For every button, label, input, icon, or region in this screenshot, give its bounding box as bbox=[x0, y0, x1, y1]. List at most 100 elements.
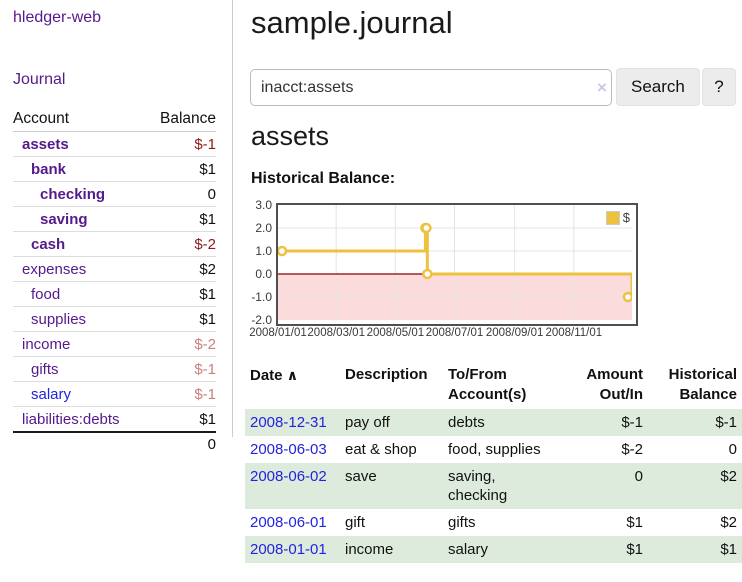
account-link-food[interactable]: food bbox=[31, 285, 61, 303]
account-link-liabilities-debts[interactable]: liabilities:debts bbox=[22, 410, 120, 428]
account-balance: $-1 bbox=[146, 356, 216, 382]
app-title-link[interactable]: hledger-web bbox=[13, 9, 102, 26]
account-link-income[interactable]: income bbox=[22, 335, 71, 353]
clear-search-icon[interactable]: × bbox=[597, 78, 607, 97]
account-balance: $-2 bbox=[146, 231, 216, 257]
transaction-row: 2008-06-03 eat & shop food, supplies $-2 0 bbox=[245, 436, 742, 463]
balance-column-header: Historical Balance bbox=[668, 366, 737, 403]
transaction-amount: $1 bbox=[626, 541, 643, 558]
y-axis-tick-label: -1.0 bbox=[251, 290, 272, 304]
account-row: salary $-1 bbox=[13, 381, 216, 407]
account-balance: $-2 bbox=[146, 331, 216, 357]
x-axis-tick-label: 2008/07/01 bbox=[425, 327, 484, 339]
y-axis-tick-label: 3.0 bbox=[255, 198, 272, 212]
account-link-assets[interactable]: assets bbox=[22, 135, 69, 153]
legend-swatch bbox=[605, 210, 620, 225]
page-title: sample.journal bbox=[251, 5, 453, 40]
account-link-cash[interactable]: cash bbox=[31, 235, 66, 253]
account-link-saving[interactable]: saving bbox=[40, 210, 88, 228]
register-table: Date ∧ Description To/From Account(s) Am… bbox=[245, 363, 742, 563]
register-header-row: Date ∧ Description To/From Account(s) Am… bbox=[245, 363, 742, 409]
account-link-gifts[interactable]: gifts bbox=[31, 360, 59, 378]
y-axis-tick-label: 0.0 bbox=[255, 267, 272, 281]
transaction-date-link[interactable]: 2008-12-31 bbox=[250, 414, 327, 431]
accounts-total-value: 0 bbox=[146, 431, 216, 456]
x-axis-tick-label: 2008/05/01 bbox=[366, 327, 425, 339]
chart-canvas bbox=[278, 205, 632, 320]
sidebar-divider bbox=[232, 0, 233, 437]
accounts-header: Account bbox=[13, 106, 147, 132]
account-balance: $1 bbox=[146, 206, 216, 232]
x-axis-tick-label: 2008/09/01 bbox=[485, 327, 544, 339]
search-button[interactable]: Search bbox=[616, 68, 700, 106]
transaction-amount: $-1 bbox=[621, 414, 643, 431]
account-row: income $-2 bbox=[13, 331, 216, 357]
account-row: cash $-2 bbox=[13, 231, 216, 257]
account-balance: $2 bbox=[146, 256, 216, 282]
transaction-date-link[interactable]: 2008-06-03 bbox=[250, 441, 327, 458]
transaction-description: pay off bbox=[345, 414, 390, 431]
account-link-checking[interactable]: checking bbox=[40, 185, 106, 203]
accounts-column-header: To/From Account(s) bbox=[448, 366, 527, 403]
transaction-balance: $2 bbox=[720, 514, 737, 531]
transaction-date-link[interactable]: 2008-06-02 bbox=[250, 468, 327, 485]
transaction-balance: $-1 bbox=[715, 414, 737, 431]
y-axis-tick-label: 2.0 bbox=[255, 221, 272, 235]
date-column-header[interactable]: Date ∧ bbox=[250, 367, 299, 384]
description-column-header: Description bbox=[345, 366, 428, 383]
account-link-bank[interactable]: bank bbox=[31, 160, 67, 178]
transaction-row: 2008-06-02 save saving, checking 0 $2 bbox=[245, 463, 742, 509]
account-link-salary[interactable]: salary bbox=[31, 385, 72, 403]
transaction-accounts: gifts bbox=[448, 514, 476, 531]
chart-label: Historical Balance: bbox=[251, 170, 396, 187]
transaction-amount: $-2 bbox=[621, 441, 643, 458]
x-axis-tick-label: 2008/11/01 bbox=[545, 327, 603, 339]
account-balance: $1 bbox=[146, 156, 216, 182]
account-balance: $1 bbox=[146, 406, 216, 433]
chart-legend: $ bbox=[604, 209, 632, 226]
account-row: assets $-1 bbox=[13, 131, 216, 157]
account-row: checking 0 bbox=[13, 181, 216, 207]
account-balance: $1 bbox=[146, 281, 216, 307]
account-row: gifts $-1 bbox=[13, 356, 216, 382]
transaction-accounts: salary bbox=[448, 541, 489, 558]
transaction-amount: $1 bbox=[626, 514, 643, 531]
total-spacer bbox=[13, 431, 147, 456]
account-link-expenses[interactable]: expenses bbox=[22, 260, 87, 278]
transaction-description: save bbox=[345, 468, 377, 485]
account-row: liabilities:debts $1 bbox=[13, 406, 216, 433]
transaction-accounts: debts bbox=[448, 414, 485, 431]
accounts-total-row: 0 bbox=[13, 431, 216, 456]
x-axis-tick-label: 2008/03/01 bbox=[307, 327, 365, 339]
transaction-balance: 0 bbox=[728, 441, 737, 458]
accounts-balance-table: Account Balance assets $-1 bank $1 checking 0… bbox=[13, 106, 216, 456]
historical-balance-chart: 3.0 2.0 1.0 0.0 -1.0 -2.0 $ 2008/01/01 2008/03… bbox=[249, 198, 742, 359]
current-account-heading: assets bbox=[251, 121, 330, 151]
transaction-row: 2008-06-01 gift gifts $1 $2 bbox=[245, 509, 742, 536]
x-axis-tick-label: 2008/01/01 bbox=[249, 327, 307, 339]
amount-column-header: Amount Out/In bbox=[586, 366, 643, 403]
sidebar-item-journal[interactable]: Journal bbox=[13, 71, 66, 88]
transaction-description: gift bbox=[345, 514, 366, 531]
account-balance: $-1 bbox=[146, 381, 216, 407]
sort-ascending-icon: ∧ bbox=[286, 367, 299, 383]
y-axis-tick-label: -2.0 bbox=[251, 313, 272, 327]
account-row: food $1 bbox=[13, 281, 216, 307]
transaction-balance: $1 bbox=[720, 541, 737, 558]
accounts-table-header-row: Account Balance bbox=[13, 106, 216, 132]
legend-label: $ bbox=[622, 210, 630, 225]
account-balance: $1 bbox=[146, 306, 216, 332]
account-row: saving $1 bbox=[13, 206, 216, 232]
transaction-date-link[interactable]: 2008-01-01 bbox=[250, 541, 327, 558]
account-row: supplies $1 bbox=[13, 306, 216, 332]
transaction-description: income bbox=[345, 541, 394, 558]
account-row: expenses $2 bbox=[13, 256, 216, 282]
transaction-description: eat & shop bbox=[345, 441, 417, 458]
search-input[interactable] bbox=[250, 69, 612, 106]
y-axis-tick-label: 1.0 bbox=[255, 244, 272, 258]
chart-plot-area: $ bbox=[276, 203, 638, 326]
help-button[interactable]: ? bbox=[702, 68, 736, 106]
balance-header: Balance bbox=[146, 106, 216, 132]
transaction-date-link[interactable]: 2008-06-01 bbox=[250, 514, 327, 531]
account-link-supplies[interactable]: supplies bbox=[31, 310, 87, 328]
